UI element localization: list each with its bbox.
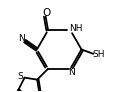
Text: O: O — [42, 8, 50, 18]
Text: NH: NH — [69, 24, 82, 33]
Text: N: N — [18, 33, 25, 43]
Text: S: S — [18, 72, 24, 81]
Text: SH: SH — [92, 50, 105, 59]
Text: N: N — [68, 68, 74, 77]
